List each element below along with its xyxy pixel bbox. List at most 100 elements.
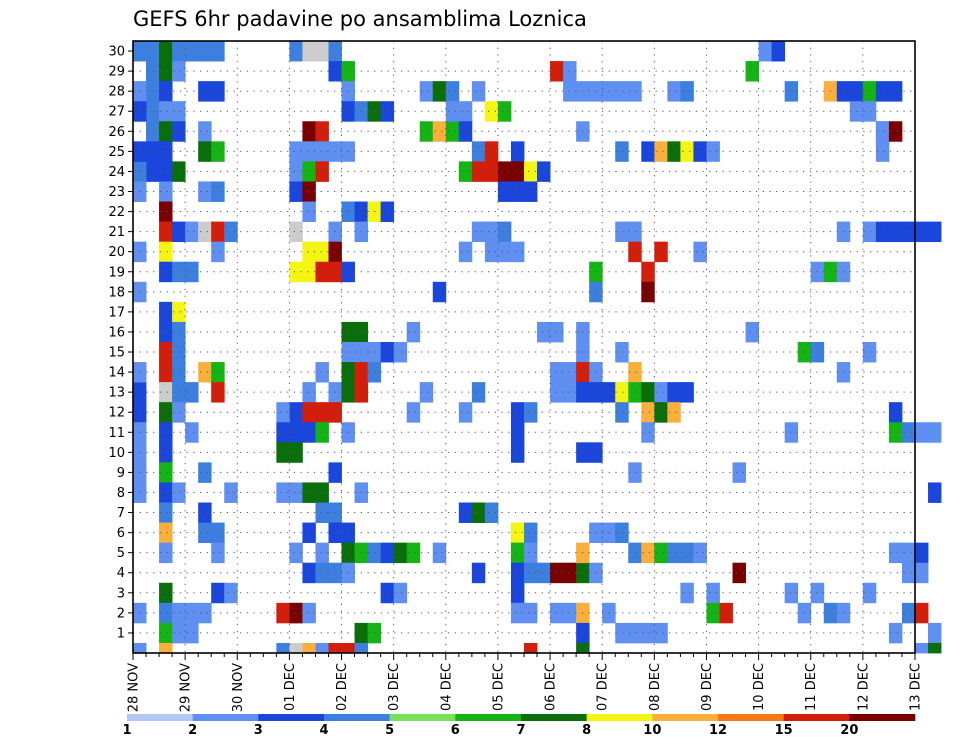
heatmap-cell bbox=[302, 161, 316, 182]
heatmap-cell bbox=[667, 81, 681, 102]
x-tick-label: 06 DEC bbox=[544, 663, 559, 711]
heatmap-cell bbox=[328, 41, 342, 62]
heatmap-cell bbox=[393, 341, 408, 363]
heatmap-cell bbox=[510, 402, 525, 423]
heatmap-cell bbox=[159, 341, 173, 363]
heatmap-cell bbox=[497, 221, 512, 243]
heatmap-cell bbox=[302, 201, 316, 222]
heatmap-cell bbox=[276, 642, 290, 654]
heatmap-cell bbox=[198, 221, 212, 243]
colorbar-swatch bbox=[783, 714, 850, 721]
heatmap-cell bbox=[510, 542, 525, 564]
heatmap-cell bbox=[771, 41, 786, 62]
y-tick-label: 14 bbox=[108, 366, 125, 381]
y-tick-label: 23 bbox=[108, 185, 125, 200]
heatmap-cell bbox=[159, 161, 173, 182]
grid-lines bbox=[133, 41, 915, 653]
heatmap-cell bbox=[524, 161, 538, 182]
heatmap-cell bbox=[198, 141, 212, 162]
heatmap-cell bbox=[654, 241, 668, 263]
heatmap-cell bbox=[432, 542, 447, 564]
heatmap-cell bbox=[615, 81, 629, 102]
heatmap-cell bbox=[550, 562, 564, 584]
heatmap-cell bbox=[211, 362, 225, 383]
heatmap-cell bbox=[172, 161, 186, 182]
heatmap-cell bbox=[315, 261, 329, 283]
colorbar-swatch bbox=[455, 714, 522, 721]
heatmap-cell bbox=[524, 522, 538, 544]
y-tick-label: 6 bbox=[117, 526, 125, 541]
heatmap-cell bbox=[315, 502, 329, 523]
heatmap-cell bbox=[667, 402, 681, 423]
x-tick-label: 07 DEC bbox=[596, 663, 611, 711]
heatmap-cell bbox=[289, 482, 303, 503]
heatmap-cell bbox=[524, 562, 538, 584]
heatmap-cell bbox=[667, 542, 681, 564]
heatmap-cell bbox=[875, 221, 890, 243]
heatmap-cell bbox=[172, 341, 186, 363]
heatmap-cell bbox=[693, 141, 707, 162]
heatmap-cell bbox=[510, 181, 525, 202]
heatmap-cell bbox=[302, 382, 316, 403]
heatmap-cell bbox=[615, 522, 629, 544]
heatmap-cell bbox=[915, 562, 929, 584]
heatmap-cell bbox=[628, 362, 642, 383]
heatmap-cell bbox=[146, 81, 160, 102]
colorbar-label: 10 bbox=[643, 723, 661, 738]
heatmap-cell bbox=[563, 61, 577, 82]
heatmap-cell bbox=[510, 141, 525, 162]
heatmap-cell bbox=[484, 141, 499, 162]
heatmap-cell bbox=[641, 382, 655, 403]
heatmap-cell bbox=[484, 502, 499, 523]
heatmap-cell bbox=[458, 121, 473, 142]
heatmap-cell bbox=[315, 562, 329, 584]
heatmap-cell bbox=[380, 341, 395, 363]
heatmap-cell bbox=[159, 402, 173, 423]
heatmap-cell bbox=[445, 81, 460, 102]
heatmap-cell bbox=[380, 542, 395, 564]
heatmap-cell bbox=[289, 442, 303, 463]
heatmap-cell bbox=[146, 41, 160, 62]
heatmap-cell bbox=[159, 221, 173, 243]
heatmap-cell bbox=[693, 542, 707, 564]
heatmap-cell bbox=[615, 341, 629, 363]
heatmap-cell bbox=[198, 362, 212, 383]
x-tick-label: 30 NOV bbox=[231, 663, 246, 712]
heatmap-cell bbox=[888, 121, 903, 142]
heatmap-cell bbox=[784, 81, 799, 102]
heatmap-cell bbox=[289, 422, 303, 443]
heatmap-cell bbox=[928, 622, 942, 644]
heatmap-cell bbox=[172, 101, 186, 122]
heatmap-cell bbox=[172, 321, 186, 343]
heatmap-cell bbox=[315, 141, 329, 162]
heatmap-cell bbox=[615, 402, 629, 423]
colorbar-label: 7 bbox=[516, 723, 525, 738]
heatmap-cell bbox=[628, 241, 642, 263]
heatmap-cell bbox=[524, 402, 538, 423]
heatmap-cell bbox=[915, 542, 929, 564]
heatmap-cell bbox=[497, 181, 512, 202]
colorbar-label: 5 bbox=[385, 723, 394, 738]
heatmap-cell bbox=[302, 602, 316, 624]
heatmap-cell bbox=[159, 321, 173, 343]
heatmap-cell bbox=[302, 241, 316, 263]
heatmap-cell bbox=[901, 602, 916, 624]
heatmap-cell bbox=[172, 41, 186, 62]
heatmap-cell bbox=[185, 382, 199, 403]
colorbar-swatch bbox=[192, 714, 259, 721]
x-tick-label: 28 NOV bbox=[127, 663, 142, 712]
heatmap-cell bbox=[888, 402, 903, 423]
heatmap-cell bbox=[901, 562, 916, 584]
heatmap-cell bbox=[641, 281, 655, 303]
heatmap-cell bbox=[159, 642, 173, 654]
heatmap-cell bbox=[563, 562, 577, 584]
heatmap-cell bbox=[159, 522, 173, 544]
heatmap-cell bbox=[615, 221, 629, 243]
heatmap-cell bbox=[198, 502, 212, 523]
heatmap-cell bbox=[419, 382, 434, 403]
heatmap-cell bbox=[484, 221, 499, 243]
heatmap-cell bbox=[537, 321, 551, 343]
heatmap-cell bbox=[628, 622, 642, 644]
heatmap-cell bbox=[380, 582, 395, 604]
heatmap-cell bbox=[550, 362, 564, 383]
